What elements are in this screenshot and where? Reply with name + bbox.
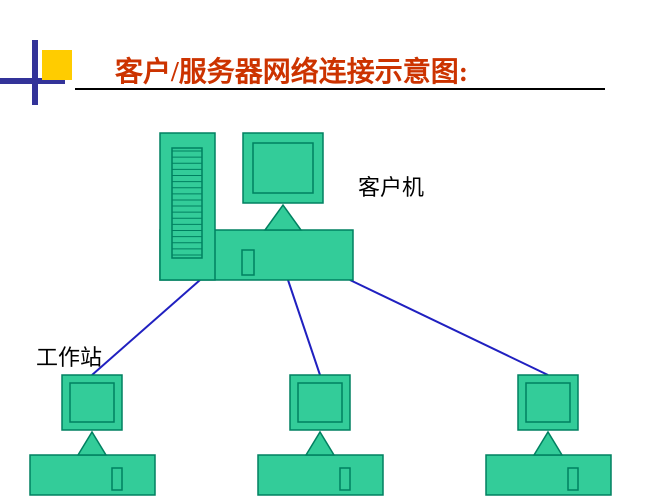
workstation-monitor-screen [526, 383, 570, 422]
workstation-monitor-stand [78, 432, 106, 455]
server-monitor-stand [265, 205, 301, 230]
server-monitor-screen [253, 143, 313, 193]
title-underline [75, 88, 605, 90]
workstation-monitor-screen [298, 383, 342, 422]
label-client: 客户机 [358, 170, 424, 202]
workstation-drive [340, 468, 350, 490]
workstation-drive [112, 468, 122, 490]
workstation-monitor [290, 375, 350, 430]
workstation-base [30, 455, 155, 495]
connection-line [288, 280, 320, 375]
workstation-monitor-screen [70, 383, 114, 422]
workstation-base [258, 455, 383, 495]
label-workstation: 工作站 [36, 340, 102, 372]
workstation-monitor [62, 375, 122, 430]
workstation-monitor [518, 375, 578, 430]
server-tower [160, 133, 215, 280]
server-base [160, 230, 353, 280]
workstation-base [486, 455, 611, 495]
server-monitor [243, 133, 323, 203]
decoration-bar [32, 40, 38, 105]
workstation-drive [568, 468, 578, 490]
connection-line [350, 280, 548, 375]
connection-line [92, 280, 200, 375]
server-vent-frame [172, 148, 202, 258]
slide: 客户/服务器网络连接示意图: 客户机 工作站 [0, 0, 667, 500]
workstation-monitor-stand [534, 432, 562, 455]
workstation-monitor-stand [306, 432, 334, 455]
server-drive [242, 250, 254, 275]
slide-title: 客户/服务器网络连接示意图: [115, 50, 468, 90]
decoration-bar [42, 50, 72, 80]
